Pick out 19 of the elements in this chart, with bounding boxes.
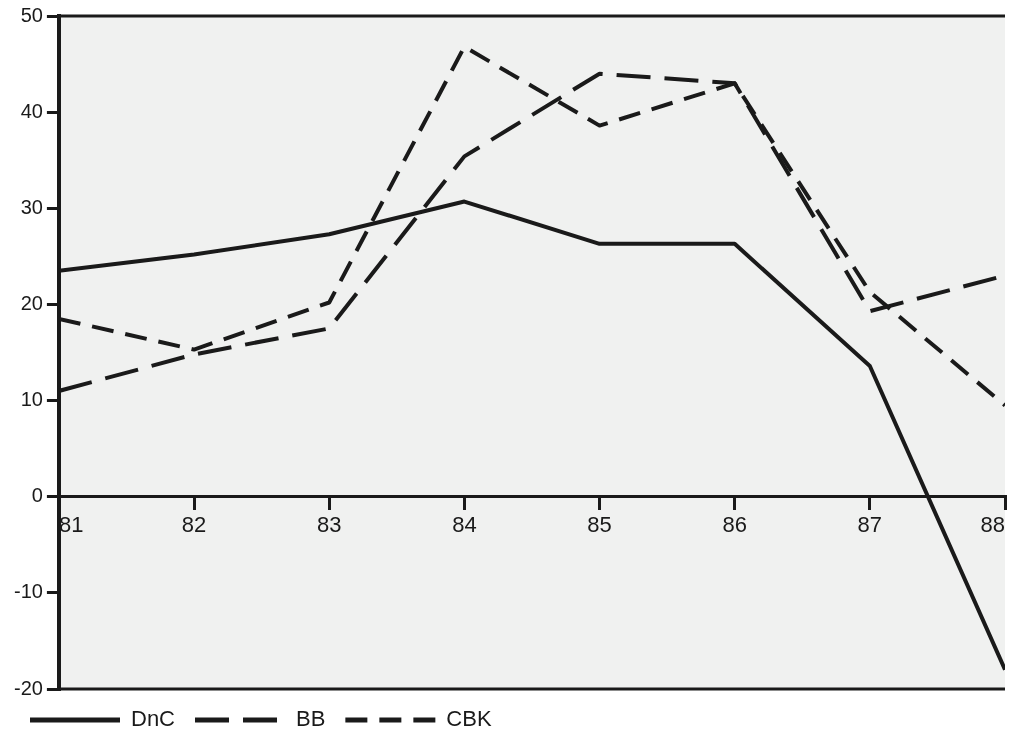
y-tick-label: -20 [14, 676, 43, 699]
y-tick-label: 0 [31, 484, 43, 507]
x-tick-label: 85 [587, 511, 612, 537]
y-tick-label: 30 [20, 195, 43, 218]
y-tick-label: 40 [20, 99, 43, 122]
y-tick-label: 10 [20, 388, 43, 411]
x-tick-label: 84 [452, 511, 477, 537]
legend-label: CBK [446, 706, 492, 732]
y-tick-label: -10 [14, 580, 43, 603]
legend-label: BB [296, 706, 326, 732]
y-tick-label: 50 [20, 3, 43, 26]
x-tick-label: 83 [316, 511, 342, 537]
x-tick-label: 81 [58, 511, 84, 537]
x-tick-label: 82 [181, 511, 207, 537]
x-tick-label: 88 [980, 511, 1005, 537]
legend-label: DnC [131, 706, 176, 732]
y-tick-label: 20 [20, 291, 43, 314]
x-tick-label: 86 [722, 511, 747, 537]
x-tick-label: 87 [857, 511, 883, 537]
